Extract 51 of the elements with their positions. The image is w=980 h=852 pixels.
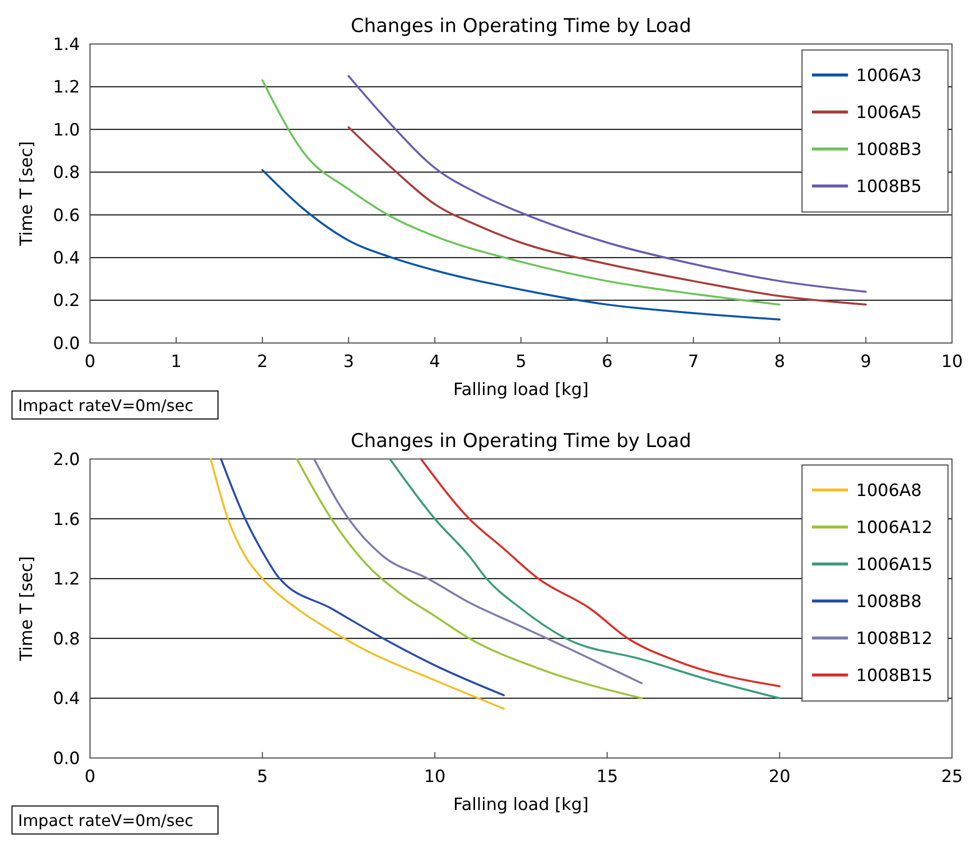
x-tick-label: 0 — [84, 352, 96, 372]
y-tick-label: 1.6 — [52, 510, 80, 530]
legend-label: 1006A8 — [856, 480, 922, 501]
legend-label: 1008B15 — [856, 666, 933, 686]
text: Impact rateV=0m/sec — [18, 811, 194, 830]
x-tick-label: 10 — [941, 352, 963, 372]
legend-label: 1006A5 — [856, 102, 922, 123]
y-tick-label: 0.0 — [52, 334, 80, 354]
x-tick-label: 8 — [774, 352, 786, 372]
legend-label: 1006A15 — [856, 554, 933, 575]
legend-label: 1008B12 — [856, 628, 933, 649]
y-axis-title: Time T [sec] — [17, 556, 37, 662]
y-tick-label: 0.2 — [52, 291, 80, 312]
y-tick-label: 1.2 — [52, 78, 80, 98]
y-tick-label: 1.4 — [52, 34, 80, 55]
legend-label: 1006A3 — [856, 66, 922, 86]
x-tick-label: 4 — [429, 352, 440, 372]
line-series — [261, 79, 781, 306]
y-tick-label: 1.0 — [52, 120, 80, 140]
chart-title: Changes in Operating Time by Load — [350, 430, 692, 452]
y-tick-label: 0.4 — [52, 248, 80, 269]
y-tick-label: 0.8 — [52, 629, 80, 650]
y-tick-label: 0.4 — [52, 689, 80, 710]
x-tick-label: 1 — [170, 352, 182, 372]
legend-label: 1006A12 — [856, 518, 933, 538]
x-tick-label: 0 — [84, 767, 96, 787]
legend-label: 1008B3 — [856, 140, 922, 160]
y-tick-label: 0.6 — [52, 206, 80, 226]
x-axis-title: Falling load [kg] — [453, 380, 589, 400]
x-tick-label: 25 — [941, 767, 963, 787]
line-series — [261, 169, 781, 321]
x-tick-label: 10 — [424, 767, 446, 787]
x-tick-label: 9 — [860, 352, 872, 372]
x-tick-label: 6 — [602, 352, 613, 372]
legend-label: 1008B8 — [856, 592, 922, 612]
y-tick-label: 0.0 — [52, 748, 80, 769]
x-tick-label: 2 — [256, 352, 268, 372]
text: Impact rateV=0m/sec — [18, 396, 194, 415]
x-tick-label: 15 — [596, 767, 618, 787]
y-tick-label: 1.2 — [52, 570, 80, 590]
x-tick-label: 7 — [688, 352, 699, 372]
y-tick-label: 0.8 — [52, 163, 80, 184]
x-tick-label: 3 — [343, 352, 354, 372]
chart-title: Changes in Operating Time by Load — [350, 15, 692, 37]
x-axis-title: Falling load [kg] — [453, 795, 589, 815]
x-tick-label: 20 — [768, 767, 790, 787]
y-axis-title: Time T [sec] — [17, 141, 37, 247]
x-tick-label: 5 — [256, 767, 268, 787]
legend-label: 1008B5 — [856, 176, 922, 197]
y-tick-label: 2.0 — [52, 450, 80, 470]
x-tick-label: 5 — [516, 352, 526, 372]
